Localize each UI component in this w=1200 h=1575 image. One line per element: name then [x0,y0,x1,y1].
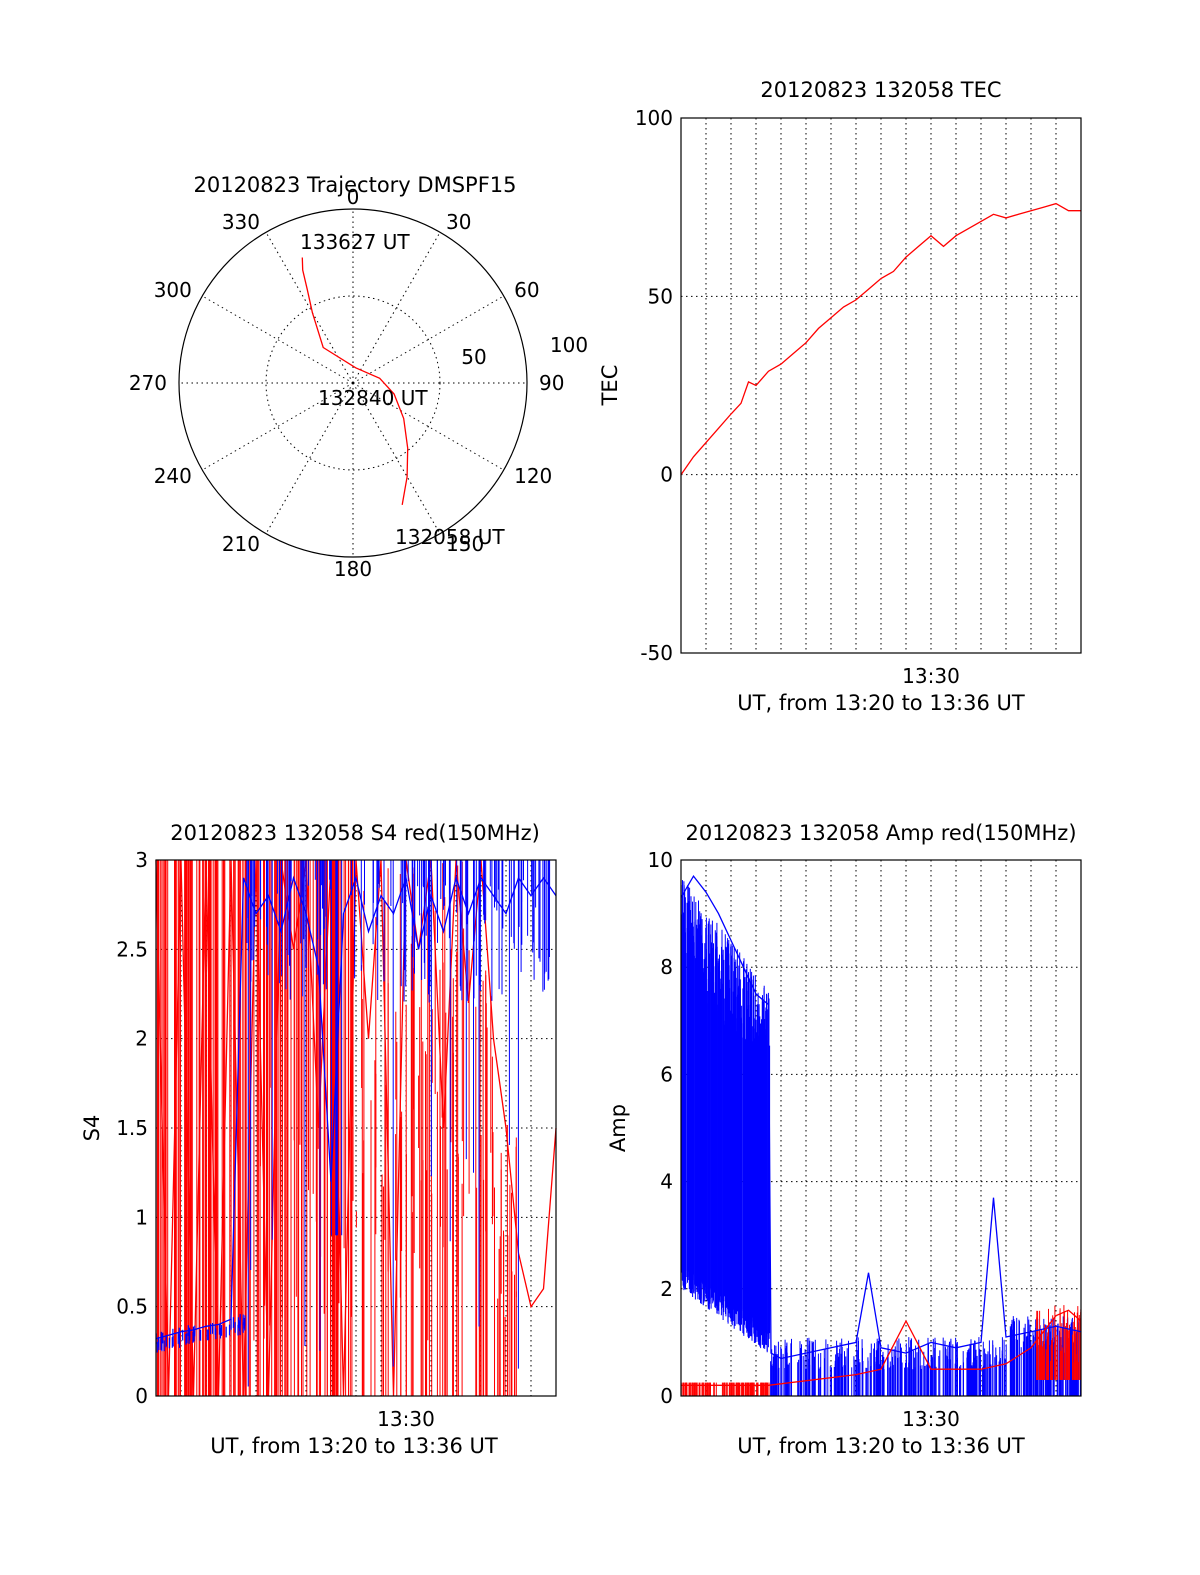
polar-azimuth-label: 180 [334,557,372,581]
y-tick-label: 2 [660,1277,673,1301]
tec-grid [681,118,1081,653]
polar-spoke-30 [352,232,441,384]
polar-spoke-60 [352,295,504,384]
polar-azimuth-label: 270 [129,371,167,395]
tec-panel: 20120823 132058 TEC -50 0 50 100 13:30 UT, … [598,78,1082,715]
polar-radial-label-50: 50 [461,345,486,369]
y-tick-label: 1 [135,1205,148,1229]
polar-spoke-330 [265,232,354,384]
s4-y-axis-label: S4 [80,1115,104,1142]
polar-spoke-300 [202,295,354,384]
polar-azimuth-label: 240 [154,464,192,488]
polar-spoke-150 [352,382,441,534]
polar-title: 20120823 Trajectory DMSPF15 [193,173,516,197]
polar-azimuth-label: 210 [222,532,260,556]
polar-spoke-210 [265,382,354,534]
annotation-end-time: 133627 UT [300,230,410,254]
polar-spoke-120 [352,382,504,471]
tec-title: 20120823 132058 TEC [760,78,1001,102]
polar-azimuth-label: 90 [539,371,564,395]
s4-plot-frame [155,859,557,1397]
amp-title: 20120823 132058 Amp red(150MHz) [685,821,1076,845]
polar-azimuth-label: 0 [347,185,360,209]
tec-y-axis-label: TEC [598,365,622,407]
trajectory-line [301,257,409,506]
y-tick-label: 8 [660,955,673,979]
y-tick-label: 1.5 [116,1116,148,1140]
amp-plot-frame [680,859,1082,1397]
y-tick-label: 50 [648,284,673,308]
polar-azimuth-label: 120 [514,464,552,488]
amp-blue-series-line [680,874,1082,1360]
amp-red-series-line [681,1309,1082,1386]
tec-x-axis-label: UT, from 13:20 to 13:36 UT [737,691,1025,715]
amp-y-ticks: 0 2 4 6 8 10 [648,848,673,1408]
y-tick-label: -50 [640,641,673,665]
y-tick-label: 0 [660,1384,673,1408]
polar-azimuth-label: 60 [514,278,539,302]
s4-blue-spikes [155,860,551,1387]
amp-x-tick-label: 13:30 [902,1407,960,1431]
trajectory-polar-panel: 20120823 Trajectory DMSPF15 0 30 60 90 120 15… [129,173,588,581]
polar-azimuth-label: 150 [446,532,484,556]
amp-blue-spikes [680,880,1082,1396]
y-tick-label: 0 [660,463,673,487]
tec-y-ticks: -50 0 50 100 [635,106,673,665]
polar-inner-circle [265,295,441,471]
polar-azimuth-labels: 0 30 60 90 120 150 180 210 240 270 300 330 [129,185,565,581]
polar-grid [179,209,527,557]
s4-x-axis-label: UT, from 13:20 to 13:36 UT [210,1434,498,1458]
annotation-mid-time: 132840 UT [318,386,428,410]
amp-panel: 20120823 132058 Amp red(150MHz) 0246810 … [606,821,1082,1458]
polar-outer-circle [178,208,528,558]
y-tick-label: 100 [635,106,673,130]
tec-series-line [680,202,1081,476]
s4-blue-series-line [155,875,557,1340]
polar-azimuth-label: 330 [222,210,260,234]
y-tick-label: 2.5 [116,937,148,961]
polar-radial-label-100: 100 [550,333,588,357]
amp-x-axis-label: UT, from 13:20 to 13:36 UT [737,1434,1025,1458]
y-tick-label: 0 [135,1384,148,1408]
annotation-start-time: 132058 UT [395,525,505,549]
y-tick-label: 3 [135,848,148,872]
polar-spoke-240 [202,382,354,471]
tec-plot-frame [680,117,1082,654]
s4-y-ticks: 0 0.5 1 1.5 2 2.5 3 [116,848,148,1408]
y-tick-label: 4 [660,1170,673,1194]
s4-x-tick-label: 13:30 [377,1407,435,1431]
s4-panel: 20120823 132058 S4 red(150MHz) 0 0.5 1 1.5 2… [80,821,557,1458]
tec-x-tick-label: 13:30 [902,664,960,688]
polar-azimuth-label: 30 [446,210,471,234]
polar-azimuth-label: 300 [154,278,192,302]
y-tick-label: 10 [648,848,673,872]
y-tick-label: 2 [135,1027,148,1051]
y-tick-label: 0.5 [116,1295,148,1319]
amp-grid [681,860,1081,1396]
amp-y-axis-label: Amp [606,1104,630,1152]
s4-title: 20120823 132058 S4 red(150MHz) [170,821,540,845]
y-tick-label: 6 [660,1062,673,1086]
